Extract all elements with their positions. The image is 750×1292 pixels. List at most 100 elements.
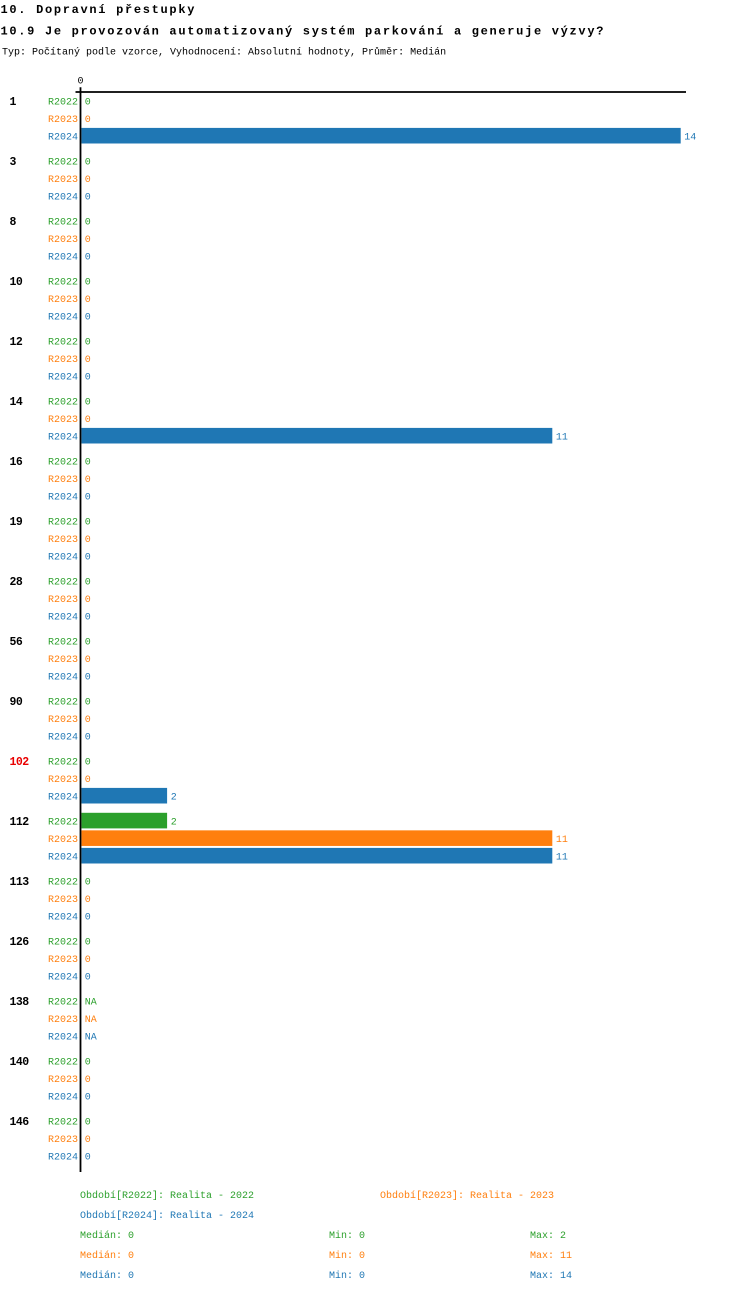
svg-text:R2022: R2022 [48, 397, 78, 408]
svg-text:Typ: Počítaný podle vzorce, Vy: Typ: Počítaný podle vzorce, Vyhodnocení:… [2, 45, 446, 58]
svg-text:0: 0 [85, 637, 91, 648]
svg-text:R2024: R2024 [48, 853, 78, 864]
svg-text:Max: 14: Max: 14 [530, 1271, 572, 1282]
svg-text:146: 146 [10, 1116, 30, 1129]
svg-text:NA: NA [85, 1033, 97, 1044]
svg-text:R2022: R2022 [48, 457, 78, 468]
svg-text:R2023: R2023 [48, 535, 78, 546]
svg-text:R2024: R2024 [48, 973, 78, 984]
svg-text:R2022: R2022 [48, 1057, 78, 1068]
svg-text:28: 28 [10, 576, 23, 589]
svg-text:R2022: R2022 [48, 97, 78, 108]
svg-text:R2024: R2024 [48, 373, 78, 384]
svg-text:R2023: R2023 [48, 715, 78, 726]
svg-text:R2022: R2022 [48, 217, 78, 228]
svg-text:0: 0 [85, 397, 91, 408]
svg-text:11: 11 [556, 835, 568, 846]
svg-text:0: 0 [85, 673, 91, 684]
svg-text:R2024: R2024 [48, 1093, 78, 1104]
svg-text:R2023: R2023 [48, 1135, 78, 1146]
svg-text:R2022: R2022 [48, 1117, 78, 1128]
svg-text:0: 0 [85, 1057, 91, 1068]
svg-text:Medián: 0: Medián: 0 [80, 1250, 134, 1262]
svg-text:14: 14 [684, 133, 696, 144]
svg-text:11: 11 [556, 853, 568, 864]
svg-text:0: 0 [85, 175, 91, 186]
svg-text:R2022: R2022 [48, 157, 78, 168]
svg-text:R2023: R2023 [48, 235, 78, 246]
svg-text:R2023: R2023 [48, 835, 78, 846]
svg-text:R2023: R2023 [48, 115, 78, 126]
svg-text:10: 10 [10, 276, 23, 289]
svg-text:8: 8 [10, 216, 17, 229]
svg-text:126: 126 [10, 936, 30, 949]
svg-text:Období[R2023]: Realita - 2023: Období[R2023]: Realita - 2023 [380, 1190, 554, 1202]
svg-text:0: 0 [85, 295, 91, 306]
svg-text:0: 0 [85, 355, 91, 366]
svg-text:R2023: R2023 [48, 775, 78, 786]
svg-text:0: 0 [85, 157, 91, 168]
svg-text:Období[R2024]: Realita - 2024: Období[R2024]: Realita - 2024 [80, 1210, 254, 1222]
svg-text:0: 0 [85, 457, 91, 468]
svg-text:0: 0 [85, 475, 91, 486]
svg-text:0: 0 [85, 877, 91, 888]
svg-text:0: 0 [85, 895, 91, 906]
svg-text:0: 0 [85, 973, 91, 984]
svg-text:0: 0 [85, 577, 91, 588]
svg-text:0: 0 [85, 217, 91, 228]
svg-text:R2023: R2023 [48, 415, 78, 426]
svg-text:R2024: R2024 [48, 913, 78, 924]
svg-text:0: 0 [85, 715, 91, 726]
svg-text:0: 0 [85, 313, 91, 324]
svg-text:Max: 2: Max: 2 [530, 1231, 566, 1242]
svg-text:0: 0 [85, 1153, 91, 1164]
svg-text:0: 0 [85, 115, 91, 126]
svg-text:Medián: 0: Medián: 0 [80, 1230, 134, 1242]
svg-text:3: 3 [10, 156, 17, 169]
svg-text:Max: 11: Max: 11 [530, 1251, 572, 1262]
svg-text:R2024: R2024 [48, 613, 78, 624]
svg-text:R2024: R2024 [48, 733, 78, 744]
svg-text:11: 11 [556, 433, 568, 444]
svg-text:0: 0 [85, 775, 91, 786]
svg-text:R2022: R2022 [48, 877, 78, 888]
svg-text:0: 0 [85, 757, 91, 768]
svg-text:0: 0 [85, 337, 91, 348]
svg-text:R2024: R2024 [48, 313, 78, 324]
svg-text:0: 0 [85, 517, 91, 528]
svg-text:10.9 Je provozován automatizov: 10.9 Je provozován automatizovaný systém… [1, 24, 606, 38]
svg-text:NA: NA [85, 1015, 97, 1026]
svg-text:0: 0 [85, 277, 91, 288]
svg-text:90: 90 [10, 696, 23, 709]
svg-text:R2022: R2022 [48, 937, 78, 948]
svg-text:0: 0 [85, 97, 91, 108]
svg-text:R2022: R2022 [48, 757, 78, 768]
svg-text:R2022: R2022 [48, 277, 78, 288]
svg-text:Min: 0: Min: 0 [329, 1250, 365, 1262]
svg-text:140: 140 [10, 1056, 30, 1069]
svg-text:16: 16 [10, 456, 23, 469]
svg-text:R2022: R2022 [48, 997, 78, 1008]
svg-text:R2023: R2023 [48, 595, 78, 606]
svg-text:R2024: R2024 [48, 1153, 78, 1164]
svg-text:56: 56 [10, 636, 23, 649]
svg-text:0: 0 [85, 697, 91, 708]
svg-text:0: 0 [85, 1093, 91, 1104]
svg-text:0: 0 [85, 955, 91, 966]
svg-text:14: 14 [10, 396, 23, 409]
svg-text:0: 0 [85, 193, 91, 204]
svg-text:R2024: R2024 [48, 433, 78, 444]
svg-text:R2023: R2023 [48, 355, 78, 366]
svg-text:2: 2 [171, 817, 177, 828]
svg-text:R2023: R2023 [48, 1015, 78, 1026]
svg-text:0: 0 [85, 235, 91, 246]
svg-text:0: 0 [85, 595, 91, 606]
svg-text:R2024: R2024 [48, 133, 78, 144]
svg-text:19: 19 [10, 516, 23, 529]
svg-text:0: 0 [85, 733, 91, 744]
svg-text:1: 1 [10, 96, 17, 109]
svg-text:R2024: R2024 [48, 793, 78, 804]
svg-text:R2023: R2023 [48, 475, 78, 486]
svg-text:R2022: R2022 [48, 697, 78, 708]
svg-text:0: 0 [85, 553, 91, 564]
